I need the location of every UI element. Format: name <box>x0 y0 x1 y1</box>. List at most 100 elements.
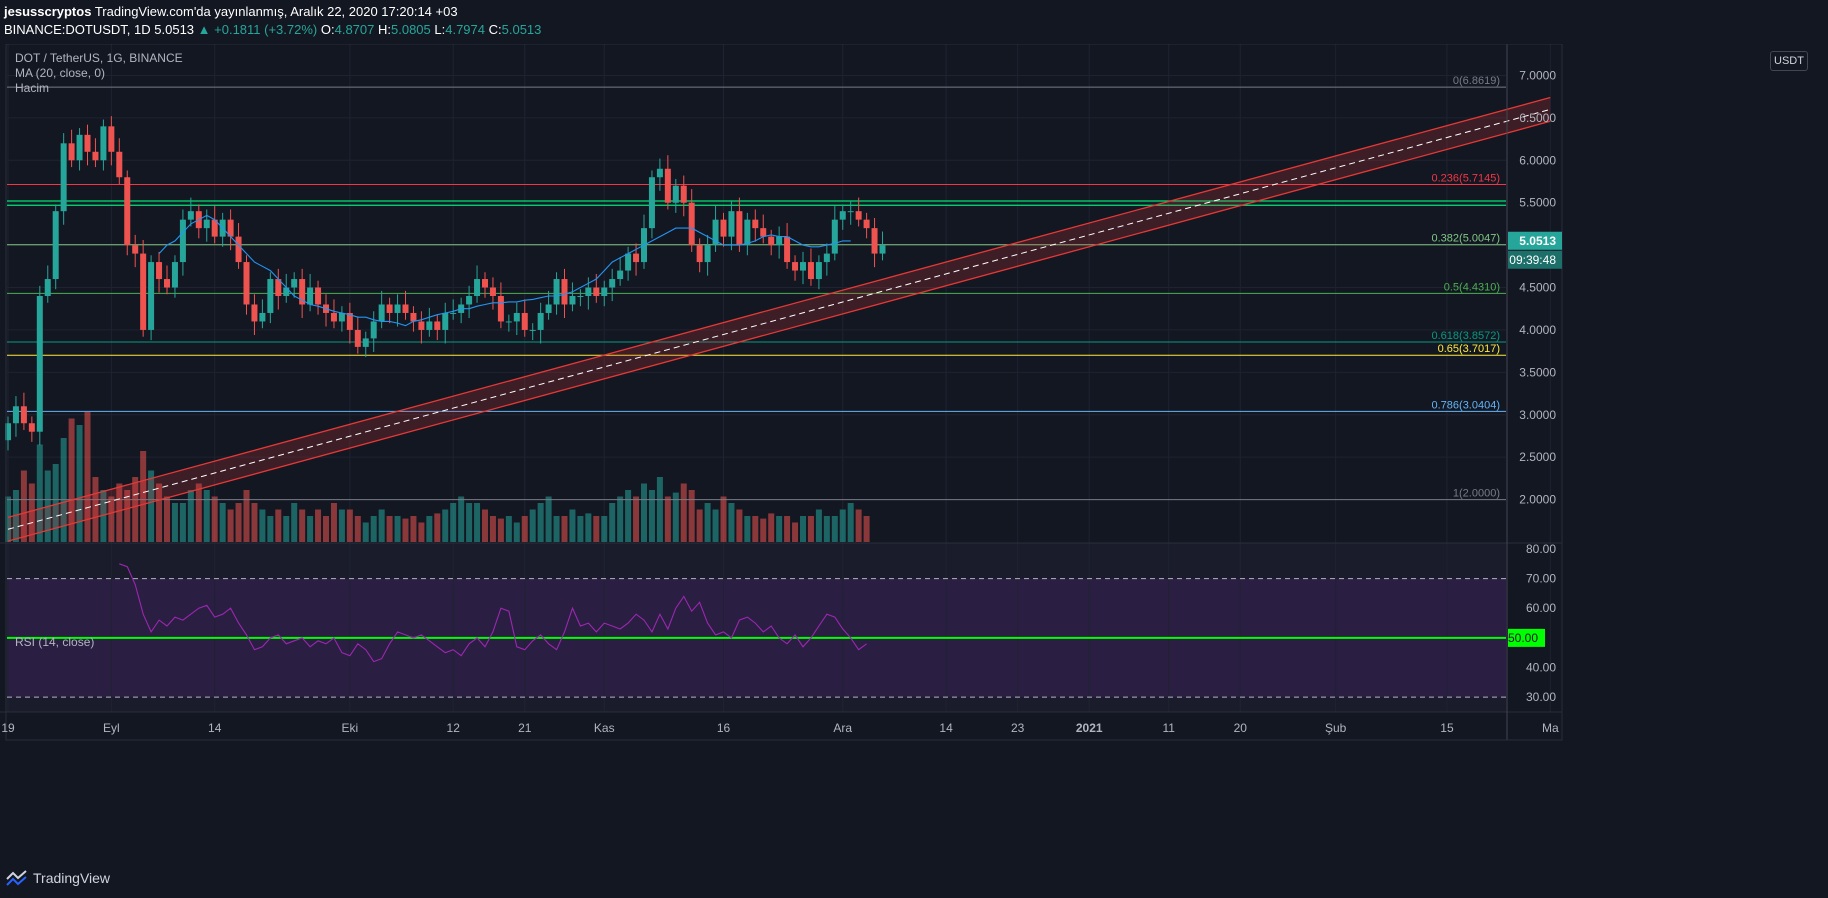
candle-body <box>378 304 385 322</box>
publish-info: TradingView.com'da yayınlanmış, Aralık 2… <box>94 4 458 19</box>
volume-bar <box>362 522 369 542</box>
volume-bar <box>92 477 99 542</box>
volume-bar <box>847 503 854 542</box>
last-price: 5.0513 <box>154 22 195 37</box>
volume-bar <box>28 483 35 542</box>
candle-body <box>482 279 488 288</box>
volume-bar <box>672 492 679 542</box>
volume-bar <box>84 412 91 542</box>
candle-body <box>529 329 536 331</box>
volume-bar <box>283 516 290 542</box>
price-axis-tick: 4.5000 <box>1519 281 1556 295</box>
tradingview-logo[interactable]: TradingView <box>6 870 110 886</box>
time-axis-tick: 14 <box>208 721 222 735</box>
candle-body <box>863 219 870 229</box>
candle-body <box>44 279 51 296</box>
candle-body <box>52 211 59 280</box>
candle-body <box>633 253 640 263</box>
chart-title[interactable]: DOT / TetherUS, 1G, BINANCE <box>15 51 183 65</box>
candle-body <box>187 211 194 220</box>
candle-body <box>164 279 170 288</box>
price-chart[interactable]: 0(6.8619) 0.236(5.7145) 0.382(5.0047) 0.5(4… <box>0 44 1828 854</box>
fib-level-label: 0.236(5.7145) <box>1432 172 1501 184</box>
candle-body <box>800 262 806 271</box>
candle-body <box>251 304 258 322</box>
close-value: 5.0513 <box>501 22 542 37</box>
volume-bar <box>807 516 814 542</box>
candle-body <box>410 312 417 322</box>
volume-bar <box>656 477 663 542</box>
volume-bar <box>855 509 862 542</box>
volume-bar <box>275 509 282 542</box>
candle-body <box>871 228 878 254</box>
volume-bar <box>418 522 425 542</box>
candle-body <box>585 287 592 296</box>
volume-bar <box>164 496 170 542</box>
candle-body <box>648 177 655 229</box>
price-axis-tick: 2.5000 <box>1519 450 1556 464</box>
volume-bar <box>792 522 799 542</box>
time-axis-tick: 16 <box>717 721 731 735</box>
volume-bar <box>291 503 298 542</box>
candle-body <box>593 287 600 296</box>
volume-bar <box>299 509 306 542</box>
volume-bar <box>203 490 210 542</box>
candle-body <box>5 423 11 441</box>
candle-body <box>36 296 43 432</box>
volume-bar <box>489 516 496 542</box>
volume-bar <box>458 496 465 542</box>
volume-bar <box>5 496 11 542</box>
fib-level-label: 0.65(3.7017) <box>1438 343 1500 355</box>
candle-body <box>259 312 266 322</box>
candle-body <box>434 321 441 330</box>
author-name[interactable]: jesusscryptos <box>4 4 92 19</box>
tradingview-icon <box>6 870 27 886</box>
candle-body <box>823 253 830 263</box>
candle-body <box>243 262 250 305</box>
volume-bar <box>108 496 115 542</box>
chart-background <box>0 44 1828 854</box>
candle-body <box>442 312 449 330</box>
rsi-mid-tag-label: 50.00 <box>1508 631 1538 645</box>
volume-bar <box>736 509 743 542</box>
ma-legend[interactable]: MA (20, close, 0) <box>15 66 106 80</box>
fib-level-label: 0.5(4.4310) <box>1444 281 1500 293</box>
candle-body <box>12 406 19 424</box>
volume-bar <box>156 483 163 542</box>
volume-bar <box>839 509 846 542</box>
volume-bar <box>466 503 473 542</box>
volume-bar <box>195 483 202 542</box>
currency-button[interactable]: USDT <box>1770 51 1808 71</box>
volume-bar <box>831 516 838 542</box>
candle-body <box>156 262 163 280</box>
volume-bar <box>402 518 409 542</box>
candle-body <box>625 253 632 271</box>
volume-legend[interactable]: Hacim <box>15 81 50 95</box>
price-axis-tick: 6.5000 <box>1519 111 1556 125</box>
candle-body <box>752 219 759 229</box>
volume-bar <box>712 509 719 542</box>
candle-body <box>489 287 496 296</box>
candle-body <box>227 219 234 237</box>
volume-bar <box>235 503 242 542</box>
volume-bar <box>386 516 393 542</box>
volume-bar <box>330 503 337 542</box>
candle-body <box>704 245 711 263</box>
candle-body <box>505 321 512 323</box>
volume-bar <box>378 509 385 542</box>
candle-body <box>386 304 393 313</box>
volume-bar <box>442 509 449 542</box>
rsi-legend[interactable]: RSI (14, close) <box>15 635 95 649</box>
candle-body <box>784 236 791 263</box>
chart-border <box>5 44 1563 741</box>
volume-bar <box>76 425 83 542</box>
symbol-label: BINANCE:DOTUSDT, 1D <box>4 22 151 37</box>
candle-body <box>426 321 433 330</box>
volume-bar <box>354 516 361 542</box>
candle-body <box>275 279 282 296</box>
candle-body <box>60 143 67 212</box>
candle-body <box>124 177 131 246</box>
volume-bar <box>410 516 417 542</box>
candle-body <box>291 279 298 288</box>
time-axis-tick: 15 <box>1440 721 1454 735</box>
